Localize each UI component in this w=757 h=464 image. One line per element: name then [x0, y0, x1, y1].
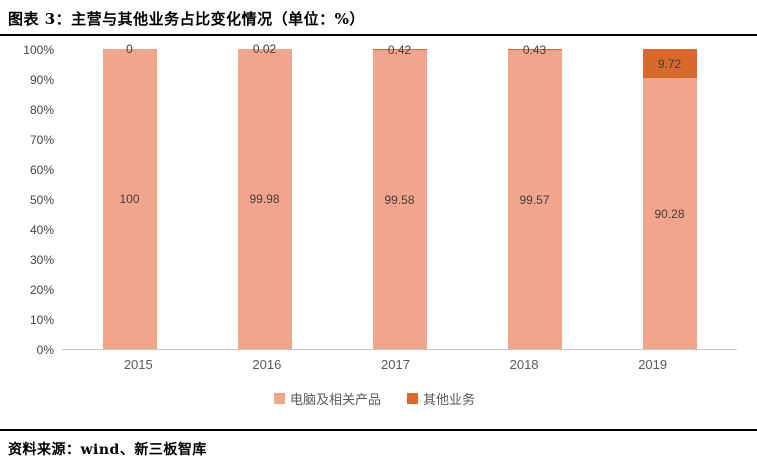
x-axis: 2015 2016 2017 2018 2019 — [74, 357, 717, 372]
y-tick-label: 20% — [29, 283, 54, 297]
chart: 100% 90% 80% 70% 60% 50% 40% 30% 20% 10% 0% 0 100 0.… — [12, 42, 737, 408]
y-tick-label: 30% — [29, 253, 54, 267]
value-label-other: 0 — [126, 42, 133, 56]
source-bar: 资料来源：wind、新三板智库 — [0, 429, 757, 459]
stacked-bar: 9.72 90.28 — [642, 49, 697, 349]
figure-title: 图表 3：主营与其他业务占比变化情况（单位：%） — [8, 10, 365, 28]
y-tick-label: 60% — [29, 163, 54, 177]
bar-slot: 0.02 99.98 — [197, 42, 332, 349]
legend-swatch — [273, 393, 285, 404]
bar-segment-other — [372, 49, 427, 51]
y-tick-label: 40% — [29, 223, 54, 237]
legend: 电脑及相关产品 其他业务 — [12, 389, 737, 408]
bar-segment-other — [507, 49, 562, 51]
bar-slot: 0 100 — [62, 42, 197, 349]
value-label-main: 90.28 — [654, 206, 685, 221]
bar-segment-main — [102, 49, 157, 349]
bar-segment-other — [642, 49, 697, 79]
stacked-bar: 0.02 99.98 — [237, 42, 292, 349]
stacked-bar: 0.42 99.58 — [372, 43, 427, 349]
value-label-main: 99.57 — [519, 192, 550, 207]
x-tick-label: 2017 — [381, 357, 410, 372]
x-tick-label: 2018 — [509, 357, 539, 372]
bar-slot: 9.72 90.28 — [602, 49, 737, 349]
y-axis: 100% 90% 80% 70% 60% 50% 40% 30% 20% 10% 0% — [12, 43, 62, 357]
bar-segment-main — [237, 49, 292, 349]
y-tick-label: 0% — [36, 343, 54, 357]
bar-segment-main — [642, 78, 697, 349]
y-tick-label: 90% — [29, 73, 54, 87]
bar-slot: 0.42 99.58 — [332, 43, 467, 349]
legend-item: 电脑及相关产品 — [273, 389, 381, 408]
stacked-bar: 0.43 99.57 — [507, 43, 562, 349]
figure-title-bar: 图表 3：主营与其他业务占比变化情况（单位：%） — [0, 0, 757, 36]
y-tick-label: 10% — [29, 313, 54, 327]
y-tick-label: 50% — [29, 193, 54, 207]
legend-label: 电脑及相关产品 — [289, 392, 381, 407]
source-text: 资料来源：wind、新三板智库 — [8, 442, 207, 458]
bar-slot: 0.43 99.57 — [467, 43, 602, 349]
value-label-other: 0.42 — [387, 42, 412, 57]
x-tick-label: 2019 — [638, 357, 668, 372]
value-label-main: 99.58 — [384, 192, 415, 207]
bar-segment-main — [507, 50, 562, 349]
legend-label: 其他业务 — [423, 392, 476, 407]
plot-area: 0 100 0.02 99.98 0.42 99.58 0.43 99.57 9.72 90.28 — [62, 42, 737, 350]
value-label-other: 0.02 — [252, 42, 277, 57]
legend-item: 其他业务 — [407, 389, 475, 408]
stacked-bar: 0 100 — [102, 42, 157, 349]
x-tick-label: 2016 — [252, 357, 282, 372]
value-label-other: 0.43 — [522, 42, 547, 57]
y-tick-label: 70% — [29, 133, 54, 147]
bar-segment-main — [372, 50, 427, 349]
y-tick-label: 80% — [29, 103, 54, 117]
x-tick-label: 2015 — [123, 357, 153, 372]
legend-swatch — [407, 393, 418, 404]
value-label-main: 99.98 — [249, 192, 280, 207]
value-label-other: 9.72 — [657, 56, 682, 71]
value-label-main: 100 — [119, 192, 140, 206]
y-tick-label: 100% — [23, 43, 54, 57]
